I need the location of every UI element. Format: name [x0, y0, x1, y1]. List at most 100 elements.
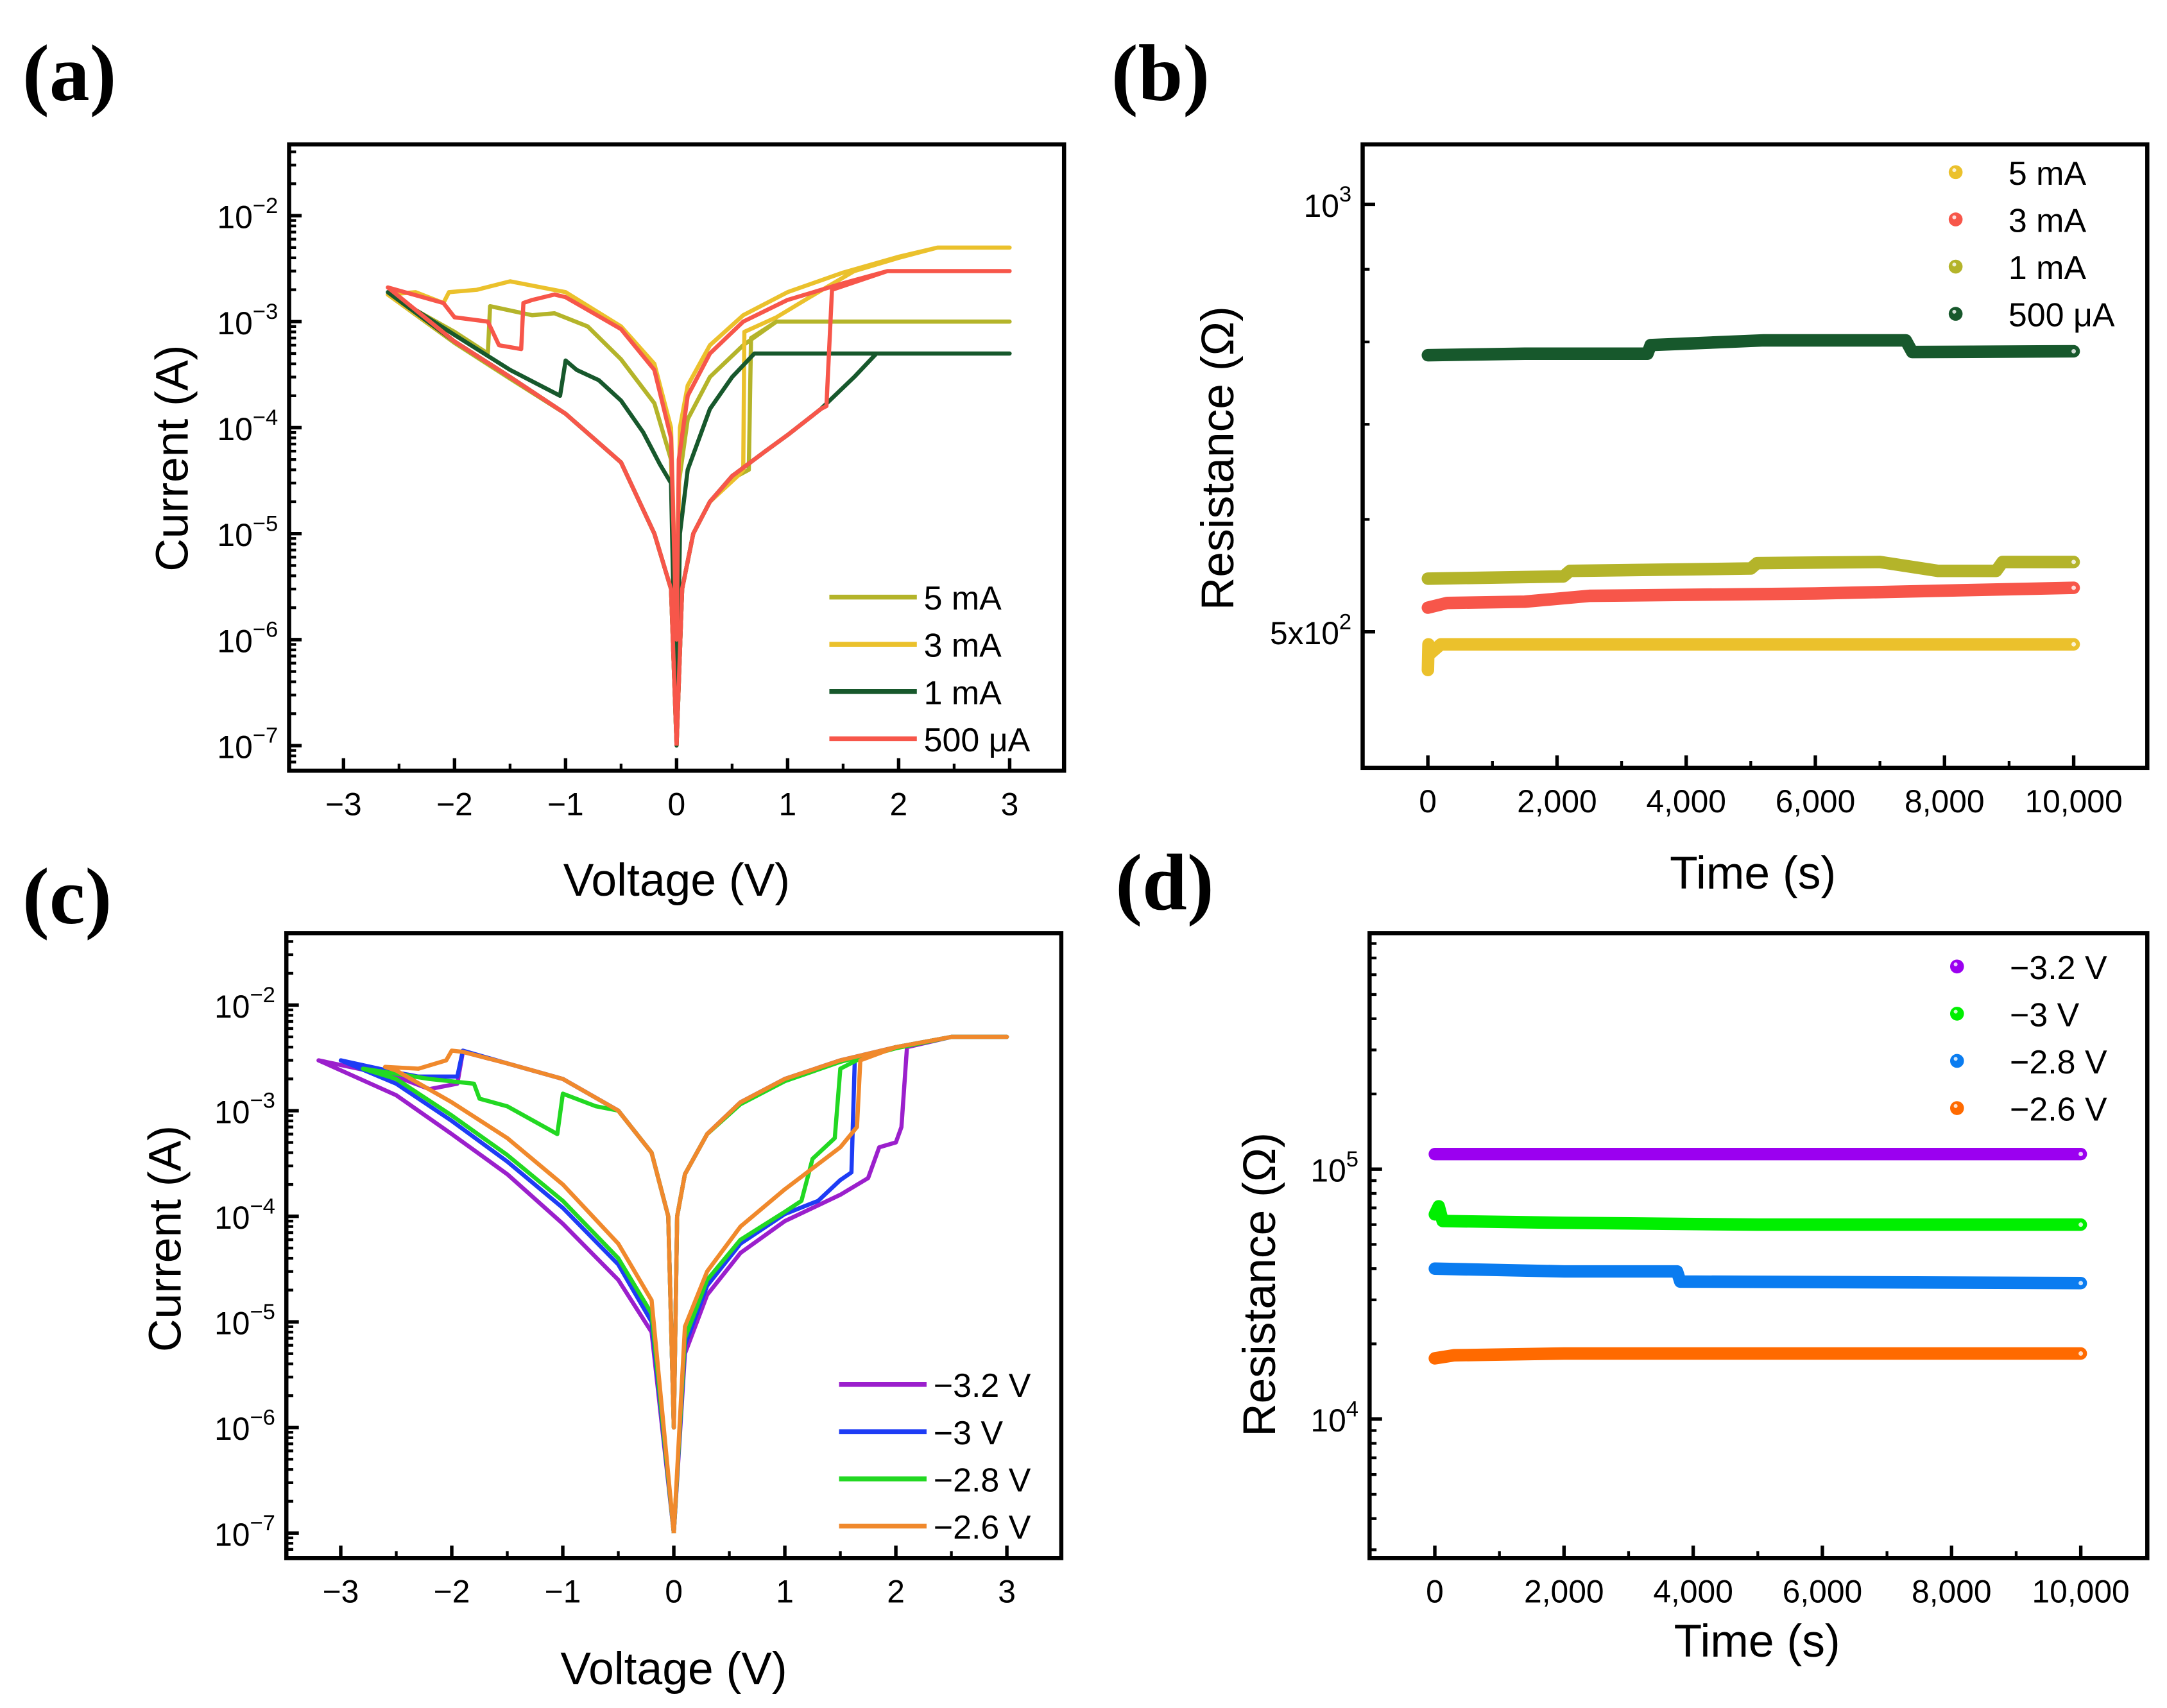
y-tick-base: 10 — [217, 200, 252, 235]
y-tick-base: 10 — [214, 1517, 250, 1553]
legend-item: −3.2 V — [1949, 950, 2107, 987]
y-tick-exponent: −4 — [253, 406, 278, 430]
y-tick-label: 10−4 — [214, 1194, 275, 1236]
y-axis-title: Current (A) — [147, 345, 198, 572]
marker-highlight — [2078, 1222, 2084, 1227]
legend-marker-highlight — [1953, 1057, 1958, 1061]
series-markers-1 — [1428, 1200, 2087, 1231]
x-tick-label: −1 — [545, 1574, 581, 1610]
x-axis-title: Time (s) — [1674, 1616, 1840, 1667]
x-tick-label: 0 — [1426, 1574, 1444, 1610]
x-tick-label: −3 — [325, 786, 362, 822]
legend-marker-highlight — [1952, 168, 1957, 173]
legend-item: −3 V — [839, 1415, 1004, 1452]
y-tick-exponent: −6 — [253, 618, 278, 642]
y-tick-label: 10−2 — [217, 194, 278, 235]
y-axis-title: Resistance (Ω) — [1234, 1132, 1285, 1437]
legend-item: −3.2 V — [839, 1367, 1031, 1405]
legend-marker-highlight — [1952, 262, 1957, 267]
y-tick-base: 10 — [217, 730, 252, 765]
legend-label: 500 μA — [924, 722, 1031, 759]
y-tick-label: 10−6 — [217, 618, 278, 660]
x-tick-label: 8,000 — [1912, 1574, 1992, 1610]
y-axis-title: Current (A) — [140, 1125, 191, 1352]
legend-marker — [1948, 307, 1963, 321]
y-tick-exponent: −5 — [250, 1300, 275, 1324]
series-line-0 — [316, 1034, 1009, 1533]
legend-marker — [1949, 1101, 1964, 1115]
legend-marker — [1949, 1054, 1964, 1068]
x-tick-label: 3 — [1001, 786, 1019, 822]
plot-area — [386, 245, 1012, 748]
y-tick-exponent: 3 — [1339, 182, 1351, 207]
panel-label: (a) — [22, 29, 116, 118]
y-tick-base: 10 — [1310, 1403, 1346, 1439]
x-tick-label: 1 — [776, 1574, 794, 1610]
y-tick-exponent: −2 — [250, 983, 275, 1007]
y-tick-exponent: 5 — [1346, 1147, 1358, 1172]
legend-label: −2.8 V — [934, 1462, 1031, 1499]
x-tick-label: 2 — [890, 786, 908, 822]
series-line-3 — [382, 1034, 1009, 1533]
panel-b: (b) 0 2,000 4,000 6,000 8,000 10,000 103 5x102 Ti… — [1111, 29, 2150, 899]
panel-c: (c)−3 −2 −1 0 1 2 310−210−310−410−510−610−7Vol… — [22, 852, 1064, 1695]
x-tick-label: 0 — [665, 1574, 683, 1610]
legend-label: −3 V — [2010, 996, 2080, 1034]
marker-highlight — [2071, 559, 2077, 565]
legend-item: −2.8 V — [839, 1462, 1031, 1499]
panel-label: (c) — [22, 852, 112, 941]
y-tick-label: 10−7 — [217, 724, 278, 765]
y-tick-base: 10 — [214, 1411, 250, 1447]
y-tick-base: 10 — [214, 1306, 250, 1342]
x-tick-label: 10,000 — [2025, 783, 2122, 819]
series-line-2 — [361, 1034, 1009, 1533]
y-tick-exponent: −3 — [250, 1089, 275, 1113]
legend-label: 5 mA — [924, 580, 1002, 617]
x-tick-label: 10,000 — [2032, 1574, 2130, 1610]
legend-label: 500 μA — [2009, 297, 2115, 334]
x-tick-label: −2 — [434, 1574, 470, 1610]
legend-label: −2.6 V — [2010, 1091, 2107, 1129]
panel-label: (d) — [1115, 839, 1213, 928]
series-markers-1 — [1421, 581, 2080, 614]
x-tick-label: 2,000 — [1517, 783, 1597, 819]
y-tick-exponent: 2 — [1339, 610, 1351, 634]
y-tick-base: 10 — [1304, 188, 1339, 224]
y-tick-base: 10 — [1310, 1153, 1346, 1189]
y-tick-base: 10 — [217, 623, 252, 659]
series-markers-2 — [1428, 1262, 2087, 1290]
panel-a: (a)−3 −2 −1 0 1 2 310−210−310−410−510−610−7Vol… — [22, 29, 1066, 906]
y-tick-base: 10 — [217, 517, 252, 553]
series-markers-3 — [1421, 334, 2080, 362]
legend-label: −3 V — [934, 1415, 1004, 1452]
legend-item: −2.6 V — [1949, 1091, 2107, 1129]
x-tick-label: 6,000 — [1776, 783, 1856, 819]
y-tick-label: 5x102 — [1270, 610, 1351, 651]
legend-item: 3 mA — [1948, 202, 2086, 239]
x-tick-label: 1 — [779, 786, 797, 822]
x-tick-label: 0 — [668, 786, 686, 822]
legend-marker-highlight — [1952, 309, 1957, 314]
x-tick-label: −3 — [323, 1574, 359, 1610]
x-axis-title: Voltage (V) — [560, 1643, 787, 1695]
x-axis-title: Time (s) — [1670, 848, 1836, 899]
y-tick-exponent: −3 — [253, 300, 278, 324]
marker-highlight — [2071, 642, 2077, 647]
marker-highlight — [2078, 1152, 2084, 1157]
series-markers-3 — [1428, 1347, 2087, 1365]
x-tick-label: 4,000 — [1653, 1574, 1733, 1610]
y-tick-exponent: −4 — [250, 1194, 275, 1218]
y-tick-base: 10 — [214, 1095, 250, 1131]
y-tick-label: 10−5 — [214, 1300, 275, 1342]
legend-item: 3 mA — [829, 628, 1002, 665]
legend-item: 1 mA — [1948, 250, 2087, 287]
y-tick-label: 10−6 — [214, 1405, 275, 1447]
y-tick-exponent: 4 — [1346, 1397, 1358, 1421]
legend-label: 1 mA — [2009, 250, 2087, 287]
y-tick-label: 103 — [1304, 182, 1352, 224]
y-tick-base: 10 — [214, 1200, 250, 1236]
y-tick-label: 10−4 — [217, 406, 278, 447]
x-tick-label: −2 — [436, 786, 473, 822]
series-markers-0 — [1421, 638, 2080, 676]
legend-item: −2.8 V — [1949, 1044, 2107, 1081]
